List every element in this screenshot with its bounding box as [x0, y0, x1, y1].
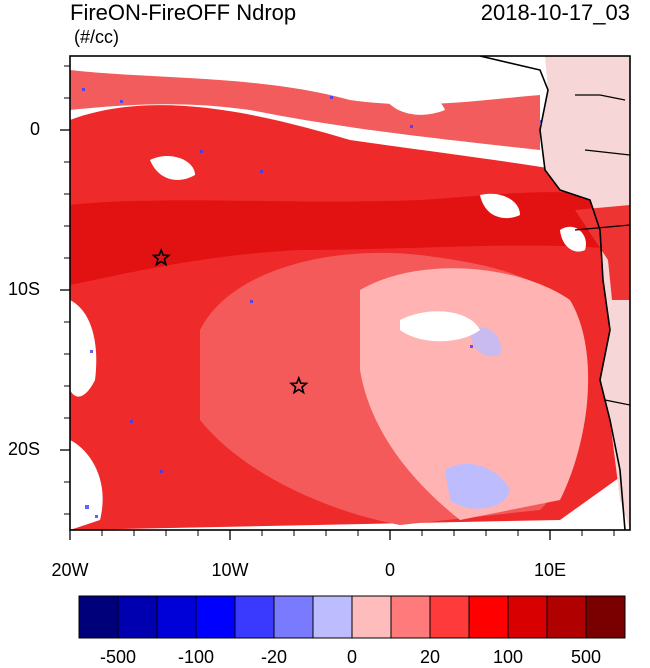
colorbar-swatch: [234, 595, 275, 639]
colorbar-swatch: [195, 595, 236, 639]
colorbar-label: -100: [177, 647, 215, 667]
colorbar-label: 100: [492, 647, 524, 667]
map-field: [70, 56, 630, 530]
colorbar-label: -500: [99, 647, 137, 667]
units-label: (#/cc): [74, 27, 119, 47]
star-marker-icon: [151, 247, 171, 267]
star-marker-icon: [289, 375, 309, 395]
colorbar-swatch: [156, 595, 197, 639]
x-tick-label: 20W: [51, 560, 89, 580]
colorbar-swatch: [312, 595, 353, 639]
map-date: 2018-10-17_03: [480, 0, 630, 25]
colorbar-swatch: [585, 595, 626, 639]
colorbar-swatch: [429, 595, 470, 639]
marker-layer: [151, 247, 309, 395]
colorbar: [78, 595, 626, 639]
colorbar-label: 0: [346, 647, 358, 667]
plot-frame: [69, 55, 631, 531]
colorbar-swatch: [273, 595, 314, 639]
colorbar-swatch: [507, 595, 548, 639]
x-tick-label: 0: [384, 560, 396, 580]
colorbar-swatch: [546, 595, 587, 639]
map-title: FireON-FireOFF Ndrop: [70, 0, 297, 25]
colorbar-swatch: [117, 595, 158, 639]
y-tick-label: 20S: [7, 439, 40, 459]
minor-tick-marks: [64, 65, 615, 536]
colorbar-label: 20: [419, 647, 441, 667]
colorbar-swatch: [390, 595, 431, 639]
colorbar-label: 500: [570, 647, 602, 667]
colorbar-swatch: [468, 595, 509, 639]
tick-marks: [60, 129, 551, 540]
colorbar-swatch: [351, 595, 392, 639]
x-tick-label: 10E: [533, 560, 567, 580]
colorbar-label: -20: [260, 647, 288, 667]
y-tick-label: 0: [29, 119, 40, 139]
colorbar-swatch: [78, 595, 119, 639]
x-tick-label: 10W: [211, 560, 249, 580]
y-tick-label: 10S: [7, 279, 40, 299]
